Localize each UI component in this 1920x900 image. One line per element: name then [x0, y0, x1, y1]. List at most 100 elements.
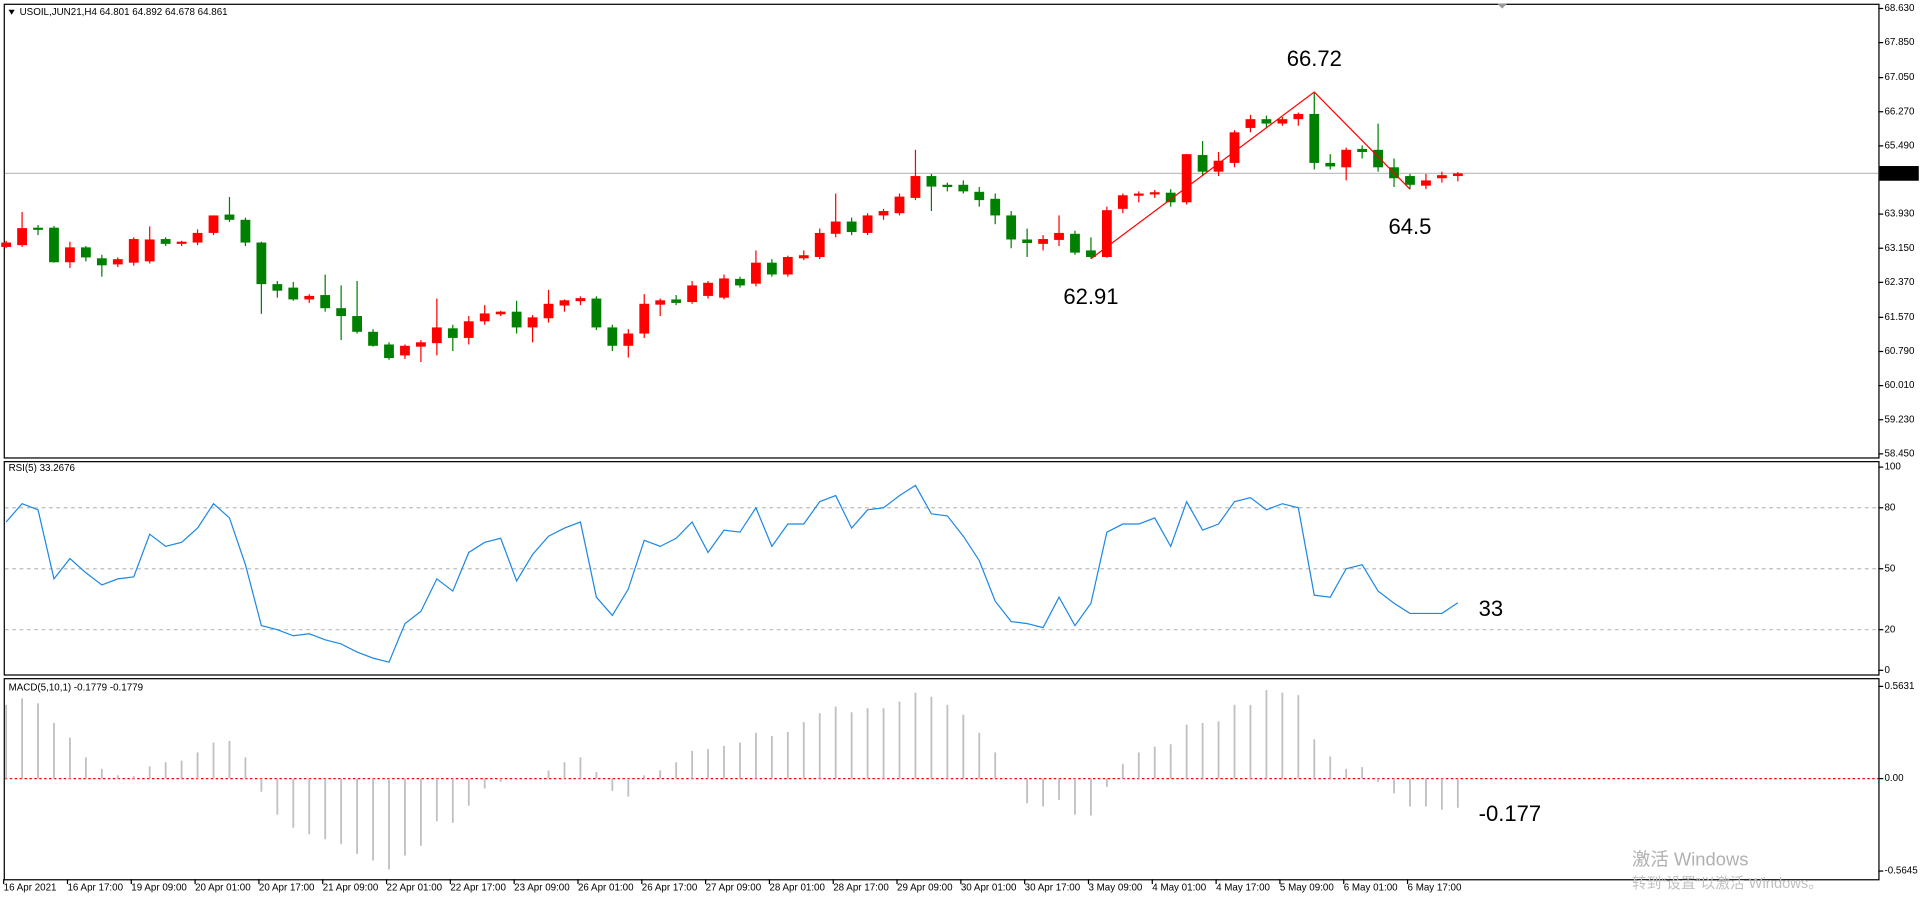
candle-body — [1038, 239, 1048, 244]
y-tick-label: 59.230 — [1884, 414, 1915, 425]
candle-body — [527, 317, 538, 328]
candle-body — [1277, 119, 1288, 124]
zigzag-line — [1090, 91, 1411, 260]
candle-body — [1373, 149, 1383, 168]
candle-body — [256, 242, 267, 285]
x-tick-label: 4 May 17:00 — [1216, 882, 1270, 893]
candle-body — [655, 300, 666, 305]
price-panel — [3, 3, 1880, 459]
value-annotation: 33 — [1479, 596, 1504, 621]
x-tick-label: 27 Apr 09:00 — [706, 882, 762, 893]
candle-body — [384, 344, 394, 359]
x-tick-label: 23 Apr 09:00 — [514, 882, 570, 893]
candle-body — [1293, 113, 1304, 120]
candle-body — [591, 298, 602, 328]
candle-body — [1197, 155, 1208, 172]
watermark: 激活 Windows — [1632, 849, 1748, 870]
chart-title: USOIL,JUN21,H4 64.801 64.892 64.678 64.8… — [20, 7, 228, 18]
candle-body — [543, 303, 554, 319]
x-tick-label: 4 May 01:00 — [1152, 882, 1206, 893]
candle-body — [782, 256, 793, 275]
y-tick-label: 61.570 — [1884, 312, 1915, 323]
x-tick-label: 29 Apr 09:00 — [897, 882, 953, 893]
candle-body — [878, 211, 889, 216]
candle-body — [1213, 160, 1224, 172]
candle-body — [1070, 233, 1080, 253]
candle-body — [846, 221, 857, 233]
candle-body — [1452, 173, 1463, 177]
candle-body — [1261, 119, 1272, 124]
candle-body — [304, 295, 315, 300]
y-tick-label: 58.450 — [1884, 448, 1915, 459]
candle-body — [1133, 193, 1144, 196]
candle-body — [336, 308, 347, 317]
current-price-box — [1879, 166, 1919, 181]
candle-body — [623, 333, 634, 346]
candle-body — [463, 321, 474, 338]
candle-body — [1054, 232, 1064, 240]
rsi-title: RSI(5) 33.2676 — [9, 463, 76, 474]
candle-body — [1357, 148, 1368, 152]
candle-body — [862, 215, 873, 233]
candle-body — [288, 287, 299, 300]
y-tick-label: 0 — [1884, 665, 1890, 676]
candle-body — [144, 239, 155, 262]
candle-body — [176, 241, 187, 244]
x-tick-label: 20 Apr 17:00 — [259, 882, 315, 893]
candle-body — [894, 196, 905, 214]
candle-body — [320, 295, 331, 309]
candle-body — [798, 255, 809, 259]
x-tick-label: 28 Apr 01:00 — [769, 882, 825, 893]
y-tick-label: 50 — [1884, 563, 1895, 574]
candle-body — [703, 282, 713, 296]
candle-body — [814, 232, 825, 257]
candle-body — [766, 262, 777, 275]
candle-body — [368, 331, 378, 346]
candle-body — [1341, 149, 1352, 168]
candle-body — [511, 311, 522, 328]
y-tick-label: 65.490 — [1884, 140, 1915, 151]
candle-body — [575, 298, 586, 302]
candle-body — [974, 191, 985, 201]
y-tick-label: 63.150 — [1884, 243, 1915, 254]
candle-body — [719, 278, 729, 298]
candle-body — [1022, 239, 1033, 243]
candle-body — [751, 262, 761, 284]
shift-marker — [1497, 3, 1508, 9]
candle-body — [1, 242, 12, 247]
candle-body — [160, 239, 171, 244]
candle-body — [735, 278, 745, 286]
candle-body — [958, 184, 969, 192]
candle-body — [128, 239, 139, 263]
candle-body — [80, 247, 91, 258]
current-price-label: 64.861 — [1883, 168, 1913, 179]
x-tick-label: 30 Apr 01:00 — [961, 882, 1017, 893]
candle-body — [431, 327, 442, 344]
macd-title: MACD(5,10,1) -0.1779 -0.1779 — [9, 682, 143, 693]
y-tick-label: 63.930 — [1884, 209, 1915, 220]
candle-body — [192, 232, 203, 243]
x-tick-label: 6 May 17:00 — [1408, 882, 1462, 893]
candle-body — [416, 342, 426, 347]
candle-body — [1405, 176, 1415, 185]
x-tick-label: 19 Apr 09:00 — [131, 882, 187, 893]
candle-body — [1325, 162, 1336, 167]
menu-triangle[interactable] — [8, 9, 15, 15]
zigzag-label: 64.5 — [1389, 214, 1432, 239]
candle-body — [479, 313, 490, 322]
y-tick-label: 68.630 — [1884, 3, 1915, 14]
zigzag-label: 62.91 — [1063, 284, 1118, 309]
candle-body — [1117, 195, 1128, 209]
candle-body — [607, 327, 618, 346]
x-tick-label: 3 May 09:00 — [1088, 882, 1142, 893]
candle-body — [1421, 180, 1431, 186]
candle-body — [1165, 192, 1176, 203]
candle-body — [272, 284, 283, 291]
candle-body — [1086, 250, 1096, 257]
candle-body — [1245, 119, 1256, 128]
candle-body — [112, 259, 123, 265]
candle-body — [33, 227, 43, 230]
candle-body — [224, 214, 235, 220]
candle-body — [352, 316, 362, 332]
